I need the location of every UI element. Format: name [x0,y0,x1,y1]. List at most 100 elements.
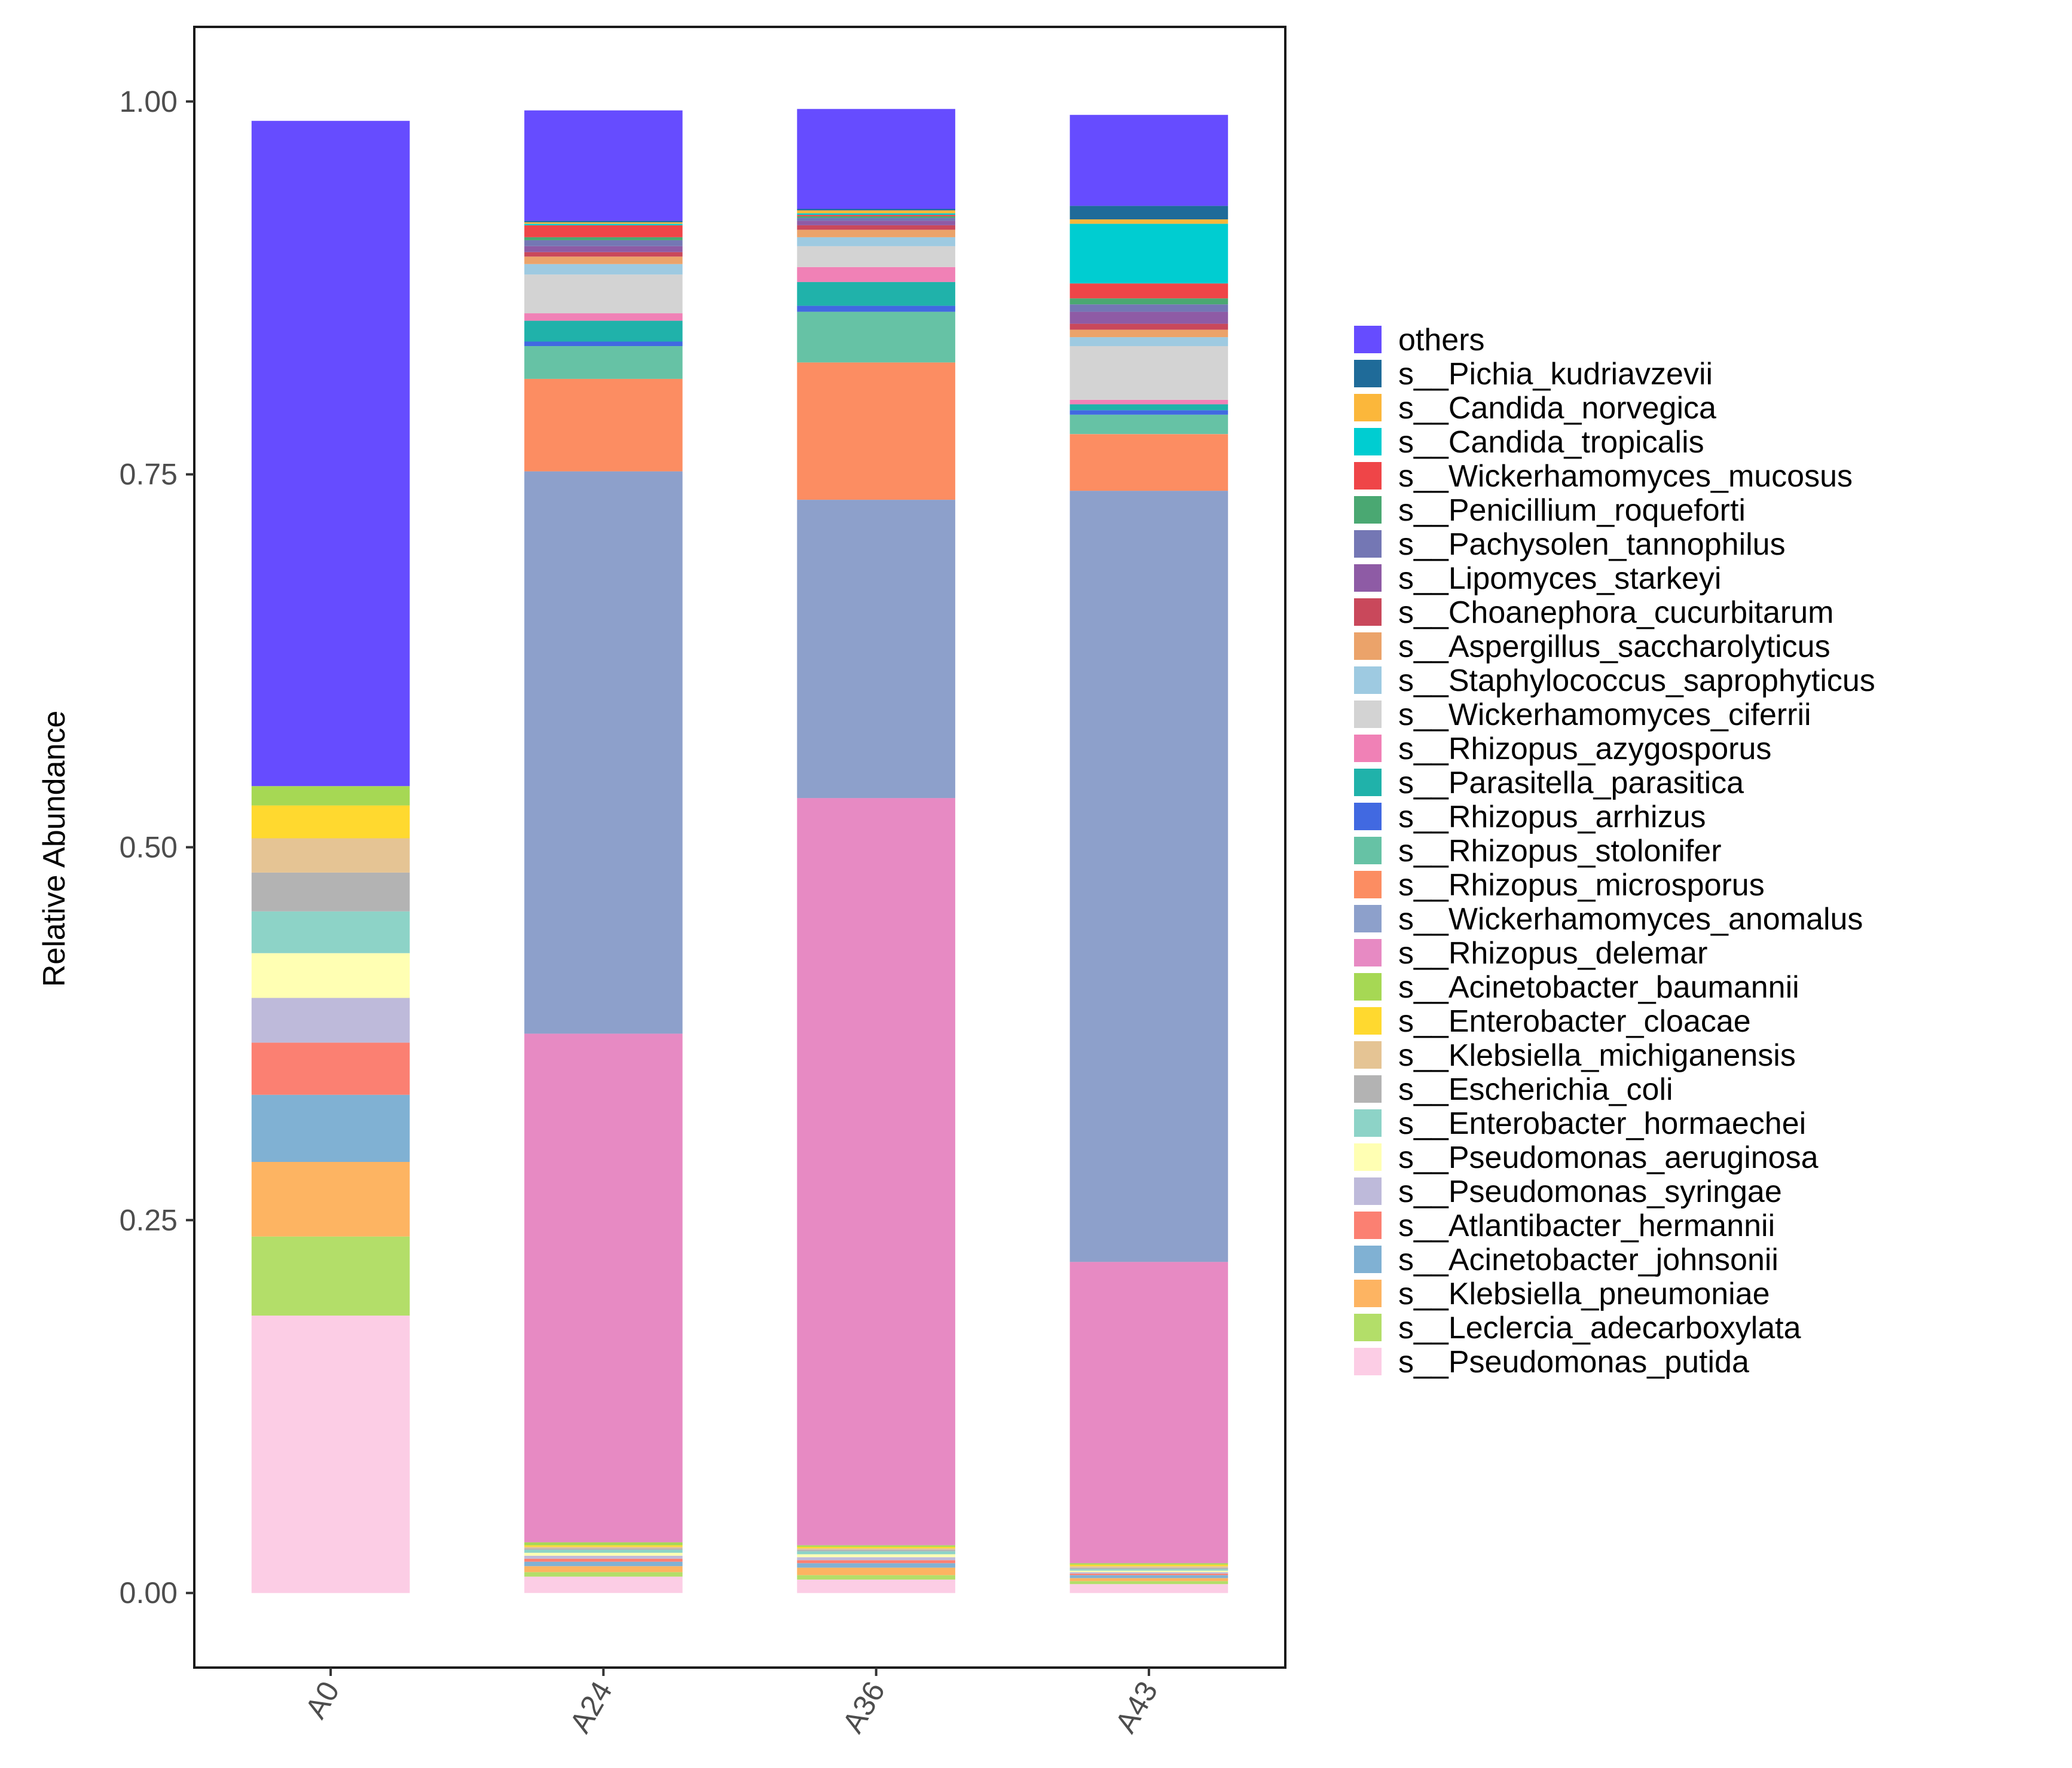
bar-segment-A36-2 [797,1567,955,1576]
bar-segment-A0-3 [251,1094,410,1162]
bar-segment-A43-20 [1069,337,1228,347]
x-axis: A0 A24 A36 A43 [299,1668,1164,1739]
bar-segment-A36-24 [797,218,955,221]
bar-segment-A43-23 [1069,311,1228,324]
legend-key [1354,598,1382,626]
legend-label: s__Lipomyces_starkeyi [1398,561,1721,596]
legend-label: s__Penicillium_roqueforti [1398,493,1746,528]
bar-segment-A0-4 [251,1042,410,1095]
legend-key [1354,666,1382,694]
bar-segment-A36-27 [797,213,955,215]
legend-label: s__Parasitella_parasitica [1398,766,1744,800]
bar-segment-A24-8 [524,1548,683,1550]
bar-segment-A24-20 [524,264,683,275]
bar-segment-A24-5 [524,1555,683,1559]
legend-label: s__Choanephora_cucurbitarum [1398,595,1833,630]
bar-segment-A36-6 [797,1554,955,1558]
bar-segment-A36-12 [797,798,955,1546]
bar-segment-A36-5 [797,1557,955,1561]
bar-segment-A0-8 [251,872,410,911]
legend-label: s__Wickerhamomyces_ciferrii [1398,698,1811,732]
bar-segment-A36-10 [797,1546,955,1549]
bar-segment-A43-16 [1069,410,1228,415]
y-tick-label: 0.00 [120,1576,178,1610]
legend-label: s__Candida_tropicalis [1398,425,1704,460]
legend-label: s__Rhizopus_arrhizus [1398,800,1706,834]
bar-segment-A24-3 [524,1561,683,1567]
bar-segment-A24-19 [524,274,683,314]
legend-label: s__Enterobacter_cloacae [1398,1004,1751,1039]
legend: otherss__Pichia_kudriavzeviis__Candida_n… [1354,323,1875,1379]
bar-segment-A24-28 [524,222,683,224]
legend-key [1354,939,1382,966]
legend-key [1354,701,1382,728]
bar-segment-A24-16 [524,341,683,346]
bar-segment-A43-7 [1069,1569,1228,1571]
legend-label: s__Pachysolen_tannophilus [1398,527,1786,562]
bar-segment-A0-7 [251,911,410,953]
bar-segment-A43-26 [1069,283,1228,299]
bar-segment-A36-23 [797,221,955,225]
legend-key [1354,1143,1382,1171]
bar-segment-A43-8 [1069,1567,1228,1570]
bar-segment-A36-20 [797,237,955,246]
legend-key [1354,871,1382,898]
bar-segment-A36-11 [797,1545,955,1547]
bar-segment-A43-11 [1069,1563,1228,1565]
x-tick-label: A0 [299,1676,346,1724]
legend-label: s__Atlantibacter_hermannii [1398,1209,1775,1243]
bar-segment-A43-13 [1069,491,1228,1262]
legend-key [1354,326,1382,353]
legend-key [1354,905,1382,932]
legend-key [1354,803,1382,830]
bar-segment-A36-16 [797,305,955,312]
bar-segment-A24-11 [524,1542,683,1546]
bar-segment-A43-4 [1069,1573,1228,1576]
legend-key [1354,1177,1382,1205]
bar-segment-A43-22 [1069,323,1228,330]
bar-segment-A36-4 [797,1560,955,1564]
y-axis: 0.00 0.25 0.50 0.75 1.00 [120,85,194,1610]
bar-segment-A43-0 [1069,1584,1228,1593]
bar-segment-A43-9 [1069,1566,1228,1568]
legend-key [1354,530,1382,558]
bar-segment-A0-30 [251,121,410,787]
bar-segment-A0-6 [251,953,410,998]
y-tick-label: 1.00 [120,85,178,118]
legend-label: s__Aspergillus_saccharolyticus [1398,629,1830,664]
y-tick-label: 0.75 [120,458,178,491]
bar-segment-A24-21 [524,256,683,264]
legend-label: s__Acinetobacter_baumannii [1398,970,1799,1005]
y-tick-label: 0.25 [120,1203,178,1237]
legend-label: others [1398,323,1485,357]
bar-segment-A36-1 [797,1575,955,1580]
y-axis-title: Relative Abundance [37,711,72,987]
legend-label: s__Rhizopus_azygosporus [1398,732,1771,766]
bar-segment-A0-1 [251,1236,410,1316]
bar-segment-A24-6 [524,1552,683,1556]
bar-segment-A43-1 [1069,1581,1228,1585]
bar-segment-A43-27 [1069,224,1228,284]
bar-segment-A24-14 [524,378,683,472]
legend-key [1354,837,1382,864]
bar-segment-A24-13 [524,471,683,1034]
legend-key [1354,973,1382,1001]
bar-segment-A24-0 [524,1576,683,1593]
bar-segment-A24-24 [524,240,683,246]
legend-key [1354,1212,1382,1239]
bar-segment-A0-2 [251,1162,410,1237]
legend-key [1354,1314,1382,1341]
legend-label: s__Pseudomonas_syringae [1398,1174,1782,1209]
legend-key [1354,1041,1382,1069]
bar-segment-A24-15 [524,346,683,379]
legend-label: s__Klebsiella_michiganensis [1398,1038,1796,1073]
bar-segment-A24-30 [524,110,683,221]
legend-key [1354,1007,1382,1035]
bar-segment-A43-29 [1069,206,1228,219]
legend-key [1354,1280,1382,1307]
legend-label: s__Candida_norvegica [1398,391,1716,426]
legend-key [1354,462,1382,490]
bar-segment-A0-0 [251,1316,410,1593]
bar-segment-A36-17 [797,282,955,306]
bar-segment-A43-25 [1069,298,1228,305]
